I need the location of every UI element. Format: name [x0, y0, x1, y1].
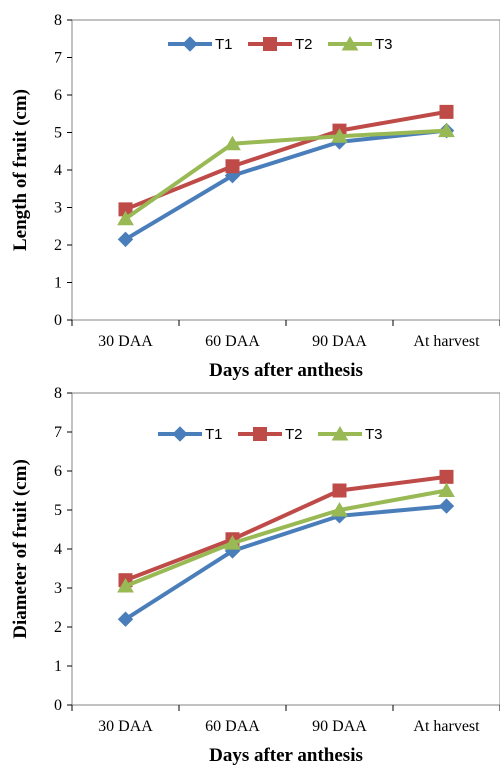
chart-diameter-of-fruit: 0 1 2 3 4 5 6 7 8 30 DAA 60 DAA 90 DAA At harvest Day…: [0, 384, 500, 778]
chart-diameter-svg: 0 1 2 3 4 5 6 7 8 30 DAA 60 DAA 90 DAA At harvest Day…: [10, 385, 500, 766]
y-tick-label: 5: [54, 502, 62, 519]
data-point-t2: [439, 469, 454, 484]
x-tick-label: 60 DAA: [205, 333, 260, 350]
legend-marker-t2: [263, 37, 277, 51]
plot-area-frame: [71, 19, 500, 321]
y-tick-label: 4: [54, 162, 62, 179]
data-point-t3: [117, 578, 134, 593]
data-point-t2: [332, 483, 347, 498]
legend-label-t3: T3: [365, 426, 383, 443]
legend: T1 T2 T3: [158, 425, 383, 443]
y-axis-title: Length of fruit (cm): [10, 89, 31, 251]
x-tick-label: At harvest: [413, 718, 480, 735]
legend-label-t2: T2: [295, 36, 313, 53]
x-tick-label: At harvest: [413, 333, 480, 350]
x-tick-label: 90 DAA: [312, 333, 367, 350]
series-t2: [118, 104, 454, 217]
x-tick-label: 90 DAA: [312, 718, 367, 735]
y-tick-label: 1: [54, 658, 62, 675]
y-tick-label: 3: [54, 580, 62, 597]
y-tick-label: 0: [54, 312, 62, 329]
data-point-t3: [331, 501, 348, 517]
x-tick-label: 60 DAA: [205, 718, 260, 735]
legend-label-t2: T2: [285, 426, 303, 443]
data-point-t1: [438, 498, 455, 514]
y-tick-label: 0: [54, 697, 62, 714]
series-t1: [117, 122, 455, 248]
chart-length-svg: 0 1 2 3 4 5 6 7 8 30 DAA 60 DAA 90 DAA At harvest Day…: [10, 12, 500, 381]
legend-marker-t2: [253, 427, 267, 441]
y-tick-label: 8: [54, 385, 62, 402]
data-point-t3: [438, 482, 455, 497]
series-line-t1: [124, 504, 447, 621]
series-line-t2: [124, 109, 447, 212]
series-t3: [117, 122, 455, 226]
legend-marker-t1: [172, 426, 188, 442]
series-line-t3: [124, 128, 447, 221]
data-point-t2: [439, 104, 454, 119]
y-tick-label: 3: [54, 200, 62, 217]
data-point-t3: [331, 128, 348, 143]
series-line-t2: [124, 474, 447, 583]
data-point-t1: [117, 231, 134, 248]
series-line-t3: [124, 488, 447, 588]
data-point-t3: [438, 122, 455, 138]
data-point-t3: [224, 535, 241, 550]
legend: T1 T2 T3: [168, 35, 393, 53]
y-tick-label: 7: [54, 424, 62, 441]
y-tick-label: 6: [54, 87, 62, 104]
x-axis-title: Days after anthesis: [209, 360, 363, 381]
x-axis-title: Days after anthesis: [209, 745, 363, 766]
legend-marker-t1: [182, 36, 198, 52]
y-tick-label: 5: [54, 125, 62, 142]
series-line-t1: [124, 128, 447, 242]
y-axis-title: Diameter of fruit (cm): [10, 459, 31, 639]
x-tick-label: 30 DAA: [98, 333, 153, 350]
y-tick-label: 2: [54, 619, 62, 636]
chart-length-of-fruit: 0 1 2 3 4 5 6 7 8 30 DAA 60 DAA 90 DAA At harvest Day…: [10, 12, 500, 381]
x-tick-label: 30 DAA: [98, 718, 153, 735]
data-point-t3: [224, 135, 241, 151]
legend-marker-t3: [331, 425, 349, 441]
y-tick-label: 1: [54, 275, 62, 292]
legend-label-t3: T3: [375, 36, 393, 53]
series-t3: [117, 482, 455, 593]
data-point-t3: [117, 210, 134, 226]
legend-label-t1: T1: [205, 426, 223, 443]
data-point-t1: [117, 611, 134, 627]
y-tick-label: 2: [54, 237, 62, 254]
y-tick-label: 8: [54, 12, 62, 29]
y-tick-label: 4: [54, 541, 62, 558]
legend-marker-t3: [341, 35, 359, 51]
data-point-t2: [225, 159, 240, 174]
y-tick-label: 6: [54, 463, 62, 480]
y-tick-label: 7: [54, 50, 62, 67]
legend-label-t1: T1: [215, 36, 233, 53]
